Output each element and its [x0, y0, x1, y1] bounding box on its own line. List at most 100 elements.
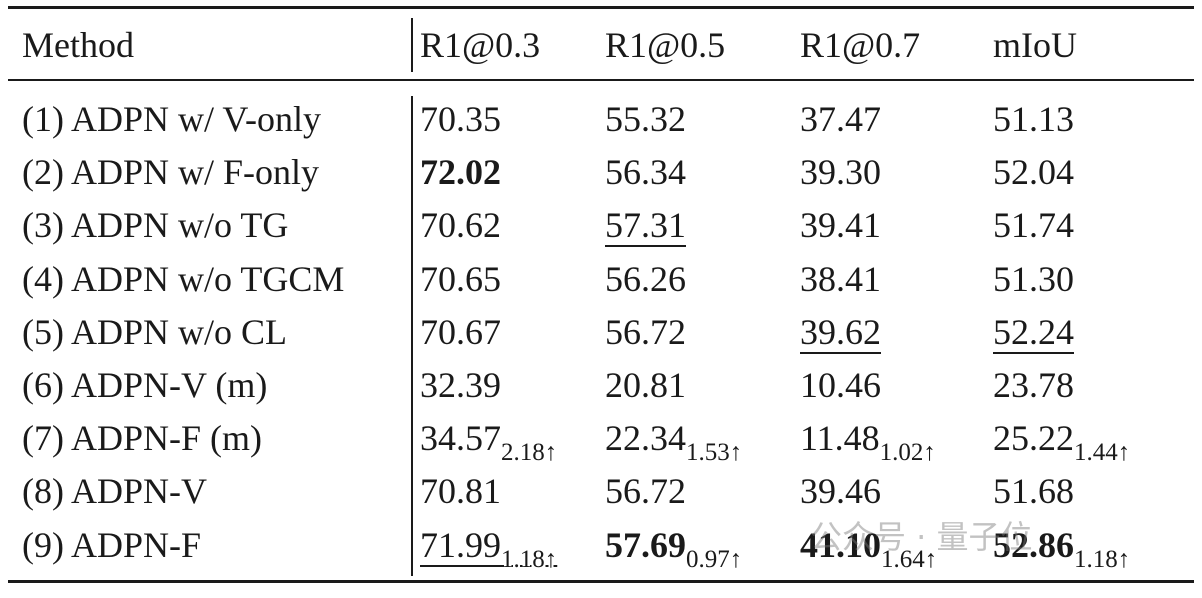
- method-cell: (9) ADPN-F: [22, 524, 202, 565]
- value-text: 57.69: [605, 524, 686, 565]
- value-cell: 56.72: [605, 471, 686, 511]
- value-text: 51.30: [993, 258, 1074, 299]
- header-cell: R1@0.3: [420, 25, 541, 65]
- value-text: 56.26: [605, 258, 686, 299]
- value-text: 41.10: [800, 524, 881, 565]
- value-text: 39.41: [800, 205, 881, 246]
- improvement: 0.97↑: [686, 545, 743, 573]
- column-divider: [411, 96, 413, 576]
- improvement: 1.02↑: [879, 439, 936, 467]
- value-cell: 70.35: [420, 99, 501, 139]
- value-cell: 56.72: [605, 312, 686, 352]
- improvement: 1.64↑: [881, 545, 938, 573]
- value-text: 71.99: [420, 524, 501, 565]
- value-cell: 72.02: [420, 152, 501, 192]
- value-cell: 32.39: [420, 365, 501, 405]
- watermark: 公众号 · 量子位: [810, 518, 1033, 556]
- value-text: 70.67: [420, 311, 501, 352]
- value-cell: 57.31: [605, 205, 686, 245]
- value-text: 11.48: [800, 418, 880, 459]
- value-cell: 51.68: [993, 471, 1074, 511]
- value-text: 52.04: [993, 152, 1074, 193]
- bottom-rule: [8, 580, 1194, 583]
- value-text: 57.31: [605, 205, 686, 246]
- value-cell: 38.41: [800, 259, 881, 299]
- value-cell: 34.572.18↑: [420, 418, 558, 467]
- value-cell: 56.34: [605, 152, 686, 192]
- value-text: 70.35: [420, 99, 501, 139]
- header-cell: R1@0.7: [800, 25, 921, 65]
- value-cell: 51.74: [993, 205, 1074, 245]
- value-text: 39.30: [800, 152, 881, 193]
- value-cell: 70.67: [420, 312, 501, 352]
- method-cell: (2) ADPN w/ F-only: [22, 152, 320, 193]
- value-text: 52.86: [993, 524, 1074, 565]
- value-cell: 39.46: [800, 471, 881, 511]
- value-cell: 41.101.64↑: [800, 524, 938, 573]
- value-text: 38.41: [800, 258, 881, 299]
- value-text: 70.81: [420, 471, 501, 512]
- value-cell: 51.30: [993, 259, 1074, 299]
- improvement: 1.44↑: [1074, 439, 1131, 467]
- value-cell: 39.30: [800, 152, 881, 192]
- value-cell: 70.62: [420, 205, 501, 245]
- value-text: 51.68: [993, 471, 1074, 512]
- method-cell: (8) ADPN-V: [22, 471, 207, 512]
- value-cell: 52.861.18↑: [993, 524, 1131, 573]
- value-text: 39.46: [800, 471, 881, 512]
- value-text: 55.32: [605, 99, 686, 139]
- improvement: 1.18↑: [1074, 545, 1131, 573]
- value-cell: 71.991.18↑: [420, 524, 558, 573]
- method-cell: (6) ADPN-V (m): [22, 365, 268, 405]
- value-cell: 10.46: [800, 365, 881, 405]
- value-text: 52.24: [993, 311, 1074, 352]
- value-text: 70.62: [420, 205, 501, 246]
- value-text: 25.22: [993, 418, 1074, 459]
- header-cell: R1@0.5: [605, 25, 726, 65]
- value-cell: 39.41: [800, 205, 881, 245]
- value-text: 39.62: [800, 311, 881, 352]
- header-cell: Method: [22, 25, 134, 65]
- improvement: 1.53↑: [686, 439, 743, 467]
- value-cell: 22.341.53↑: [605, 418, 743, 467]
- value-cell: 52.04: [993, 152, 1074, 192]
- value-text: 10.46: [800, 365, 881, 405]
- value-cell: 70.65: [420, 259, 501, 299]
- header-rule: [8, 79, 1194, 81]
- value-text: 23.78: [993, 365, 1074, 405]
- value-text: 20.81: [605, 365, 686, 405]
- value-text: 56.72: [605, 471, 686, 512]
- method-cell: (7) ADPN-F (m): [22, 418, 262, 459]
- value-cell: 56.26: [605, 259, 686, 299]
- value-cell: 25.221.44↑: [993, 418, 1131, 467]
- column-divider: [411, 18, 413, 72]
- value-cell: 52.24: [993, 312, 1074, 352]
- value-cell: 51.13: [993, 99, 1074, 139]
- value-text: 56.72: [605, 311, 686, 352]
- value-text: 51.13: [993, 99, 1074, 139]
- value-text: 72.02: [420, 152, 501, 193]
- header-cell: mIoU: [993, 25, 1077, 65]
- value-text: 22.34: [605, 418, 686, 459]
- value-cell: 20.81: [605, 365, 686, 405]
- value-cell: 23.78: [993, 365, 1074, 405]
- value-text: 51.74: [993, 205, 1074, 246]
- value-text: 37.47: [800, 99, 881, 139]
- value-cell: 39.62: [800, 312, 881, 352]
- value-text: 70.65: [420, 258, 501, 299]
- method-cell: (4) ADPN w/o TGCM: [22, 258, 345, 299]
- method-cell: (1) ADPN w/ V-only: [22, 99, 322, 139]
- value-cell: 55.32: [605, 99, 686, 139]
- value-cell: 37.47: [800, 99, 881, 139]
- improvement: 2.18↑: [501, 439, 558, 467]
- method-cell: (5) ADPN w/o CL: [22, 311, 288, 352]
- method-cell: (3) ADPN w/o TG: [22, 205, 289, 246]
- value-text: 34.57: [420, 418, 501, 459]
- top-rule: [8, 6, 1194, 9]
- value-text: 32.39: [420, 365, 501, 405]
- value-text: 56.34: [605, 152, 686, 193]
- value-cell: 70.81: [420, 471, 501, 511]
- value-cell: 57.690.97↑: [605, 524, 743, 573]
- improvement: 1.18↑: [501, 545, 558, 573]
